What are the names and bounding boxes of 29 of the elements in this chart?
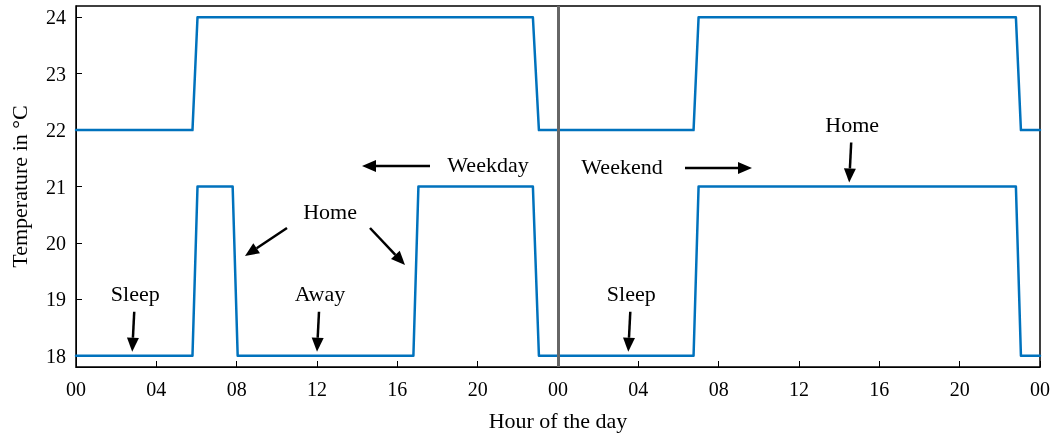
x-tick-label: 04 (628, 378, 649, 400)
annotation: Sleep (110, 281, 160, 307)
annotation: Weekday (447, 151, 529, 177)
x-tick-label: 00 (66, 378, 86, 400)
annotation: Home (303, 198, 357, 224)
x-tick-label: 16 (869, 378, 890, 400)
x-tick-label: 08 (708, 378, 729, 400)
x-tick-label: 20 (467, 378, 488, 400)
x-tick-label: 00 (1030, 378, 1050, 400)
annotation: Away (294, 281, 346, 307)
annotation: Sleep (606, 281, 656, 307)
y-tick-label: 22 (46, 119, 66, 142)
y-axis-title: Temperature in °C (6, 105, 32, 268)
y-tick-label: 18 (46, 344, 66, 367)
y-tick-label: 20 (46, 231, 66, 254)
y-tick-label: 21 (46, 175, 66, 198)
x-tick-label: 08 (226, 378, 247, 400)
x-tick-label: 16 (387, 378, 408, 400)
y-tick-label: 24 (46, 6, 66, 29)
x-tick-label: 12 (789, 378, 809, 400)
x-tick-label: 12 (307, 378, 327, 400)
y-tick-label: 23 (46, 62, 66, 85)
x-tick-label: 20 (949, 378, 970, 400)
x-axis-title: Hour of the day (488, 407, 628, 433)
y-tick-label: 19 (46, 288, 66, 311)
annotation: Home (825, 112, 880, 137)
x-tick-label: 04 (146, 378, 167, 400)
x-tick-label: 00 (548, 378, 568, 400)
annotation: Weekend (581, 153, 663, 179)
